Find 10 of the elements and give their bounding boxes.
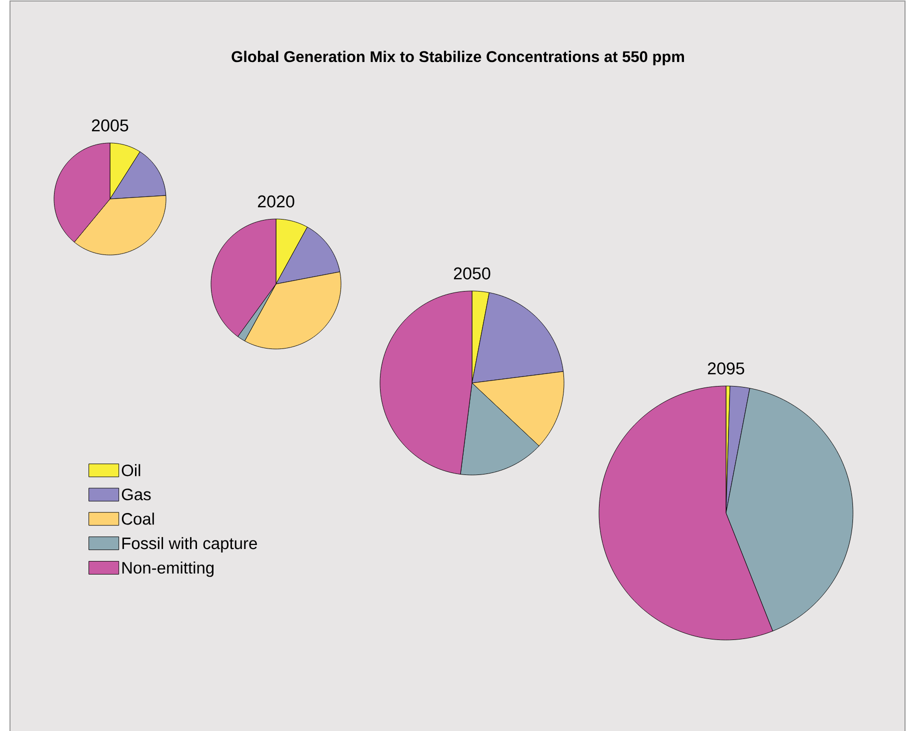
legend-label: Gas — [122, 488, 151, 500]
chart-title: 2050 — [454, 267, 490, 280]
legend-label: Fossil with capture — [122, 536, 257, 552]
legend-label: Coal — [122, 512, 154, 525]
legend-label: Non-emitting — [122, 561, 214, 577]
chart-title: 2020 — [258, 195, 294, 208]
text: Global Generation Mix to Stabilize Concentrations at 550 ppm — [232, 50, 684, 65]
chart-title: 2005 — [92, 119, 128, 132]
legend-label: Oil — [122, 464, 140, 476]
chart-title: 2095 — [708, 362, 744, 374]
